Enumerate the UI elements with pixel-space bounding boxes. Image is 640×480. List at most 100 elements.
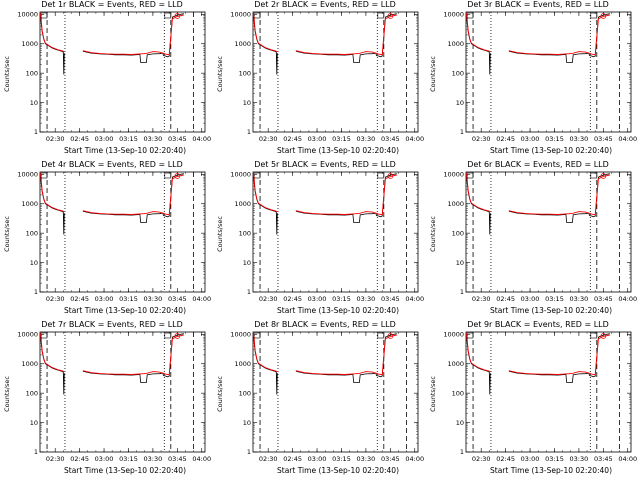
lld-series-line [508, 334, 610, 376]
x-tick-label: 02:30 [259, 295, 278, 303]
y-tick-label: 10000 [230, 171, 251, 179]
detector-panel: 1 10 100 1000 10000 02:30 02:45 03:00 03:15 03:30… [213, 320, 426, 480]
y-tick-label: 1000 [21, 200, 38, 208]
x-axis-label: Start Time (13-Sep-10 02:20:40) [277, 146, 399, 155]
y-tick-label: 10 [30, 419, 38, 427]
panel-title: Det 7r BLACK = Events, RED = LLD [41, 320, 183, 329]
events-series-line [295, 13, 397, 63]
marker-box [377, 172, 385, 179]
lld-series-line [40, 173, 65, 213]
y-tick-label: 1000 [21, 360, 38, 368]
x-tick-label: 03:30 [357, 455, 376, 463]
y-axis-label: Counts/sec [216, 216, 224, 252]
lld-end-marker [387, 13, 394, 19]
y-tick-label: 10000 [443, 171, 464, 179]
x-tick-label: 03:00 [308, 295, 327, 303]
events-series-line [40, 15, 65, 75]
y-tick-label: 100 [239, 69, 251, 77]
x-tick-label: 04:00 [192, 135, 211, 143]
x-tick-label: 03:15 [545, 455, 564, 463]
x-tick-label: 02:45 [70, 135, 89, 143]
panel-title: Det 3r BLACK = Events, RED = LLD [467, 0, 609, 9]
y-tick-label: 10 [243, 259, 251, 267]
detector-panel: 1 10 100 1000 10000 02:30 02:45 03:00 03:15 03:30… [426, 320, 639, 480]
events-series-line [466, 335, 491, 395]
plot-frame [465, 11, 632, 133]
panel-plot: 1 10 100 1000 10000 02:30 02:45 03:00 03:15 03:30… [230, 171, 424, 303]
panel-title: Det 8r BLACK = Events, RED = LLD [254, 320, 396, 329]
lld-series-line [295, 334, 397, 376]
events-series-line [82, 13, 184, 63]
y-tick-label: 1 [34, 288, 38, 296]
y-tick-label: 10 [30, 259, 38, 267]
x-tick-label: 03:00 [95, 295, 114, 303]
y-tick-label: 10 [243, 419, 251, 427]
x-tick-label: 03:00 [521, 455, 540, 463]
panel-plot: 1 10 100 1000 10000 02:30 02:45 03:00 03:15 03:30… [17, 171, 211, 303]
panel-plot: 1 10 100 1000 10000 02:30 02:45 03:00 03:15 03:30… [17, 331, 211, 463]
y-axis-label: Counts/sec [429, 376, 437, 412]
x-tick-label: 03:45 [594, 135, 613, 143]
y-tick-label: 100 [26, 69, 38, 77]
x-tick-label: 02:30 [46, 135, 65, 143]
y-tick-label: 10000 [17, 11, 38, 19]
x-axis-label: Start Time (13-Sep-10 02:20:40) [64, 466, 186, 475]
x-tick-label: 03:30 [570, 135, 589, 143]
x-tick-label: 04:00 [405, 295, 424, 303]
lld-end-marker [600, 173, 607, 179]
lld-end-marker [387, 173, 394, 179]
x-tick-label: 02:45 [496, 455, 515, 463]
x-tick-label: 03:15 [332, 135, 351, 143]
x-tick-label: 03:15 [545, 295, 564, 303]
x-tick-label: 02:30 [472, 295, 491, 303]
detector-panel: 1 10 100 1000 10000 02:30 02:45 03:00 03:15 03:30… [426, 160, 639, 320]
y-axis-label: Counts/sec [3, 56, 11, 92]
events-series-line [466, 15, 491, 75]
x-axis-label: Start Time (13-Sep-10 02:20:40) [490, 466, 612, 475]
lld-end-marker [174, 13, 181, 19]
panel-plot: 1 10 100 1000 10000 02:30 02:45 03:00 03:15 03:30… [230, 11, 424, 143]
x-tick-label: 03:45 [594, 455, 613, 463]
x-tick-label: 03:15 [119, 135, 138, 143]
x-tick-label: 02:45 [70, 455, 89, 463]
panel-plot: 1 10 100 1000 10000 02:30 02:45 03:00 03:15 03:30… [443, 171, 637, 303]
x-tick-label: 02:45 [70, 295, 89, 303]
lld-end-marker [600, 13, 607, 19]
y-tick-label: 1 [460, 128, 464, 136]
panel-title: Det 4r BLACK = Events, RED = LLD [41, 160, 183, 169]
lld-series-line [82, 174, 184, 216]
lld-end-marker [174, 333, 181, 339]
plot-frame [39, 11, 206, 133]
x-tick-label: 02:30 [259, 135, 278, 143]
y-tick-label: 100 [452, 229, 464, 237]
panel-plot: 1 10 100 1000 10000 02:30 02:45 03:00 03:15 03:30… [17, 11, 211, 143]
events-series-line [82, 173, 184, 223]
plot-frame [252, 171, 419, 293]
events-series-line [253, 175, 278, 235]
x-tick-label: 03:00 [521, 135, 540, 143]
y-tick-label: 100 [26, 229, 38, 237]
x-tick-label: 03:30 [570, 455, 589, 463]
y-tick-label: 10 [456, 99, 464, 107]
y-tick-label: 1000 [234, 360, 251, 368]
x-tick-label: 03:15 [332, 295, 351, 303]
y-tick-label: 10000 [17, 171, 38, 179]
lld-series-line [253, 333, 278, 373]
lld-series-line [466, 173, 491, 213]
panel-title: Det 6r BLACK = Events, RED = LLD [467, 160, 609, 169]
events-series-line [466, 175, 491, 235]
detector-panel: 1 10 100 1000 10000 02:30 02:45 03:00 03:15 03:30… [0, 0, 213, 160]
y-tick-label: 1000 [234, 40, 251, 48]
lld-series-line [82, 334, 184, 376]
x-tick-label: 02:30 [472, 455, 491, 463]
x-tick-label: 03:15 [332, 455, 351, 463]
x-tick-label: 03:45 [381, 135, 400, 143]
y-axis-label: Counts/sec [216, 376, 224, 412]
x-tick-label: 03:45 [168, 455, 187, 463]
lld-end-marker [600, 333, 607, 339]
x-tick-label: 03:45 [381, 455, 400, 463]
lld-series-line [253, 173, 278, 213]
y-tick-label: 10000 [230, 11, 251, 19]
y-tick-label: 10 [456, 419, 464, 427]
marker-box [590, 172, 598, 179]
